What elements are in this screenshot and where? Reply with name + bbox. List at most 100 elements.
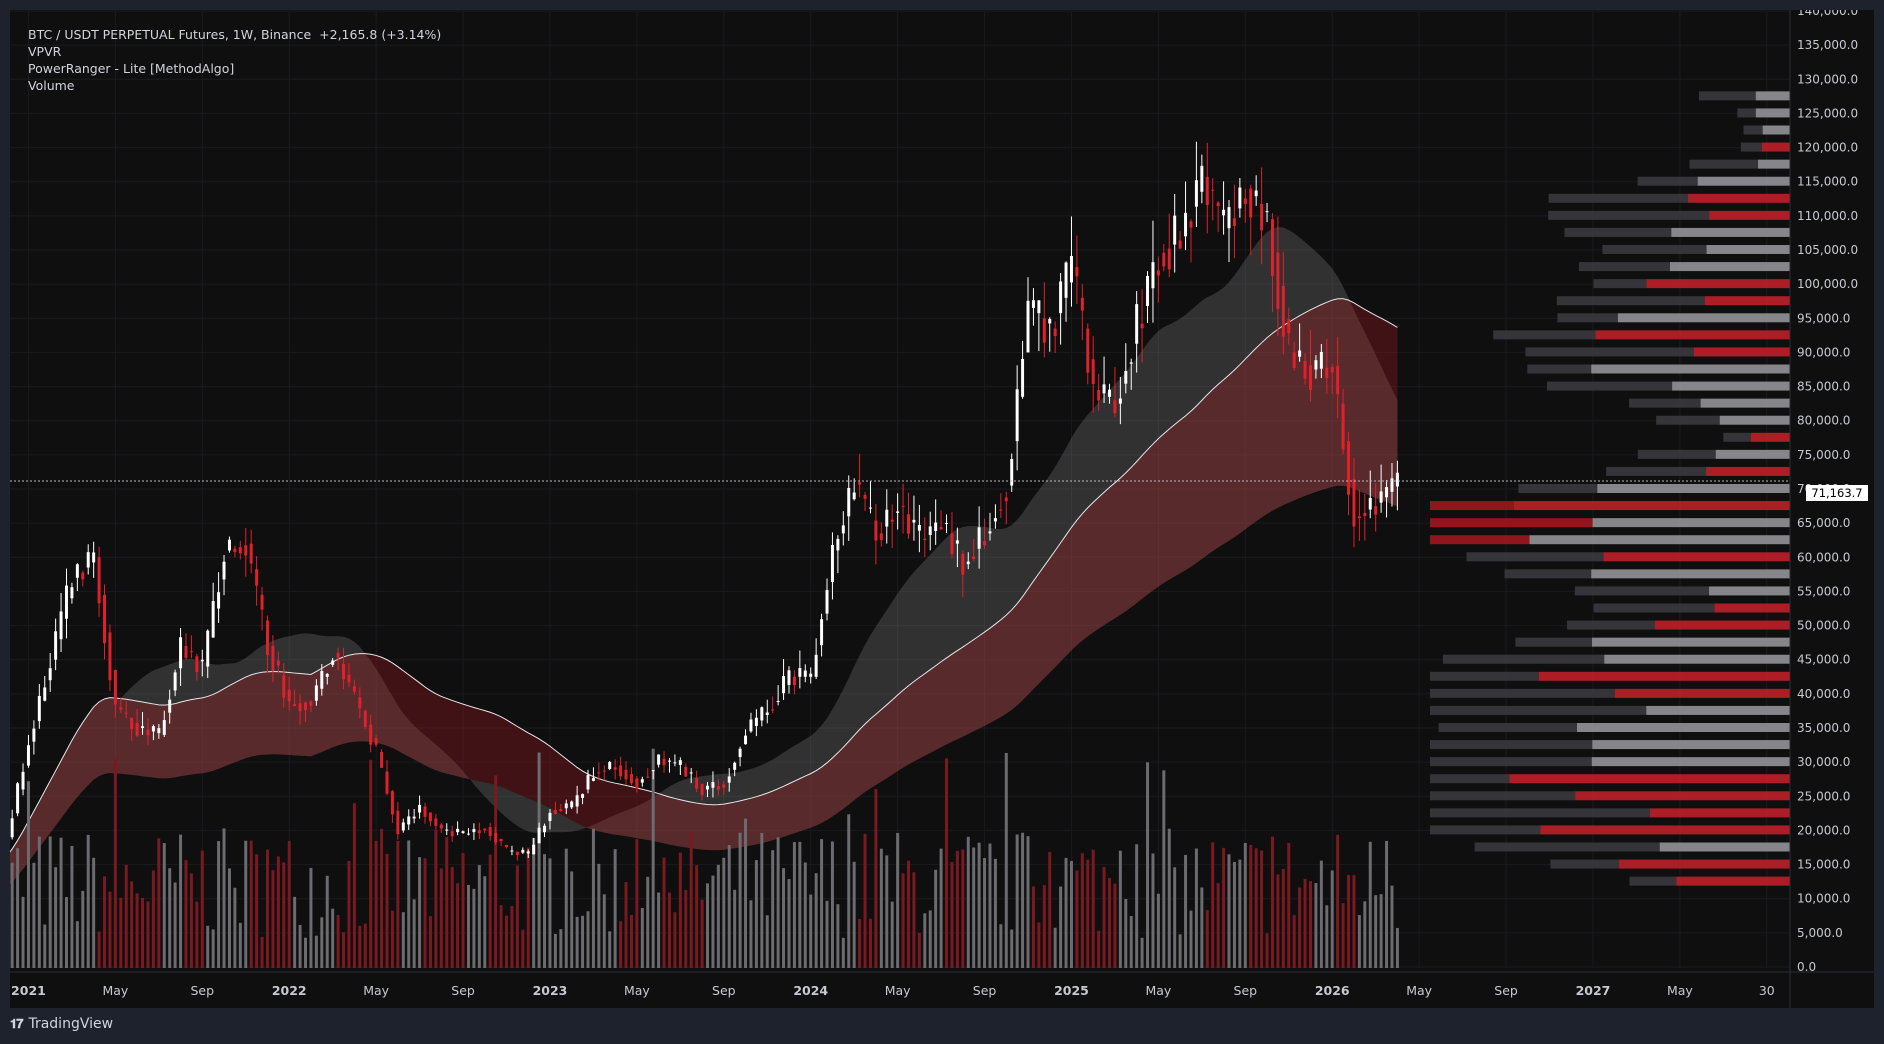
candle-body (581, 794, 585, 798)
volume-bar (1200, 887, 1204, 968)
price-tick-label: 90,000.0 (1797, 345, 1850, 359)
volume-bar (532, 837, 536, 968)
candle-body (879, 533, 883, 541)
volume-bar (1265, 933, 1269, 968)
candle-body (1146, 275, 1150, 306)
candle-body (858, 482, 862, 485)
candle-body (488, 827, 492, 836)
candle-body (1314, 360, 1318, 370)
volume-bar (983, 858, 987, 968)
legend-symbol-row[interactable]: BTC / USDT PERPETUAL Futures, 1W, Binanc… (28, 26, 441, 43)
chart-frame[interactable]: 140,000.0 135,000.0 130,000.0 125,000.0 120,… (10, 10, 1874, 1008)
time-tick-label: Sep (1494, 983, 1518, 998)
volume-bar (836, 904, 840, 968)
candle-body (1091, 359, 1095, 384)
vpvr-bar-base (1474, 842, 1660, 852)
candle-body (418, 804, 422, 813)
price-tick-label: 45,000.0 (1797, 653, 1850, 667)
candle-body (423, 806, 427, 817)
vpvr-bar-highlight (1529, 535, 1790, 545)
vpvr-bar-highlight (1697, 176, 1790, 186)
price-tick-label: 40,000.0 (1797, 687, 1850, 701)
candle-body (537, 827, 541, 844)
volume-bar (396, 840, 400, 968)
candle-body (1069, 255, 1073, 283)
volume-bar (966, 836, 970, 968)
vpvr-bar-base (1557, 313, 1618, 323)
vpvr-bar-base (1430, 825, 1541, 835)
volume-bar (619, 921, 623, 968)
volume-bar (1205, 910, 1209, 968)
footer: 𝟏𝟕 TradingView (10, 1016, 113, 1032)
legend-indicator-vpvr[interactable]: VPVR (28, 44, 62, 59)
volume-bar (537, 752, 541, 968)
candle-body (1140, 323, 1144, 329)
candle-body (1357, 516, 1361, 519)
volume-bar (999, 924, 1003, 968)
vpvr-bar-base (1430, 757, 1592, 767)
candle-body (1292, 352, 1296, 369)
candle-body (1156, 270, 1160, 276)
candle-body (765, 712, 769, 716)
vpvr-bar-base (1602, 245, 1707, 254)
vpvr-bar-highlight (1614, 688, 1790, 698)
candle-body (10, 818, 14, 838)
volume-bar (597, 863, 601, 968)
time-tick-label: 2023 (533, 983, 568, 998)
volume-bar (1004, 752, 1008, 968)
volume-bar (1347, 874, 1351, 968)
vpvr-bar-highlight (1603, 552, 1790, 562)
volume-bar (928, 910, 932, 968)
volume-bar (347, 860, 351, 968)
candle-body (939, 527, 943, 530)
candle-body (1336, 366, 1340, 395)
vpvr-bar-highlight (1688, 193, 1790, 203)
candle-body (255, 569, 259, 586)
volume-bar (749, 900, 753, 968)
volume-bar (86, 834, 90, 968)
volume-bar (955, 850, 959, 968)
vpvr-bar-base (1438, 723, 1577, 732)
vpvr-bar-base (1629, 876, 1677, 886)
volume-bar (662, 857, 666, 968)
powerranger-band-upper (10, 227, 1398, 885)
volume-bar (706, 883, 709, 968)
candle-body (868, 507, 872, 509)
vpvr-bar-base (1629, 398, 1701, 408)
candle-body (439, 824, 443, 829)
volume-bar (298, 924, 302, 968)
price-tick-label: 60,000.0 (1797, 550, 1850, 564)
time-tick-label: Sep (451, 983, 475, 998)
candle-body (1080, 297, 1084, 311)
vpvr-bar-highlight (1595, 330, 1790, 340)
volume-bar (651, 748, 655, 968)
volume-bar (81, 890, 85, 968)
candle-body (1227, 207, 1231, 229)
legend-indicator-volume[interactable]: Volume (28, 78, 75, 93)
candle-body (727, 776, 731, 783)
candle-body (331, 660, 335, 665)
candle-body (624, 769, 628, 780)
candle-body (1390, 478, 1394, 492)
candle-body (787, 670, 791, 685)
candle-body (635, 778, 639, 789)
volume-bar (418, 857, 422, 968)
volume-bar (782, 868, 786, 968)
price-chart[interactable]: 140,000.0 135,000.0 130,000.0 125,000.0 120,… (10, 10, 1874, 1008)
candle-body (776, 700, 780, 702)
vpvr-bar-highlight (1709, 586, 1790, 596)
volume-bar (939, 848, 943, 968)
candle-body (521, 849, 525, 853)
candle-body (1194, 180, 1198, 207)
candle-body (238, 547, 242, 554)
legend-indicator-powerranger[interactable]: PowerRanger - Lite [MethodAlgo] (28, 61, 235, 76)
candle-body (662, 758, 666, 766)
vpvr-bar-base (1430, 705, 1647, 715)
candle-body (1102, 384, 1106, 394)
volume-bar (1021, 832, 1025, 968)
vpvr-bar-highlight (1646, 279, 1790, 289)
volume-bar (1026, 836, 1030, 968)
volume-bar (428, 916, 432, 968)
candle-body (325, 673, 329, 677)
candle-body (1249, 188, 1253, 218)
